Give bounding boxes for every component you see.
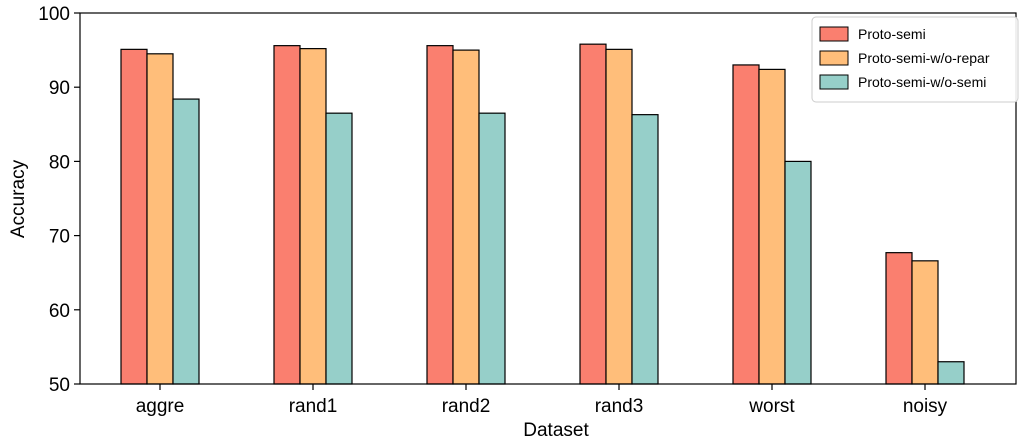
bar-rand1-2 — [299, 48, 327, 385]
x-tick-label-rand3: rand3 — [595, 396, 644, 417]
bar-aggre-2 — [146, 53, 174, 385]
bar-rand3-1 — [579, 43, 607, 385]
legend-box — [811, 16, 1019, 103]
x-tick-label-noisy: noisy — [903, 396, 948, 417]
bar-noisy-1 — [885, 252, 913, 385]
bar-noisy-2 — [911, 260, 939, 385]
bar-aggre-3 — [172, 98, 200, 385]
bar-rand3-2 — [605, 48, 633, 385]
bar-rand2-1 — [426, 45, 454, 385]
legend-label-2: Proto-semi-w/o-repar — [858, 50, 990, 66]
x-tick-label-rand2: rand2 — [442, 396, 491, 417]
y-tick-label: 80 — [49, 152, 70, 173]
bar-rand3-3 — [631, 114, 659, 385]
bar-worst-1 — [732, 64, 760, 385]
y-tick-label: 60 — [49, 301, 70, 322]
legend-swatch-3 — [819, 74, 849, 90]
bars-layer — [120, 43, 965, 385]
x-tick-label-aggre: aggre — [136, 396, 185, 417]
bar-worst-3 — [784, 160, 812, 385]
bar-rand1-1 — [273, 45, 301, 385]
plot-frame — [79, 12, 1017, 385]
y-axis-title: Accuracy — [8, 159, 29, 238]
y-tick-label: 50 — [49, 375, 70, 396]
bar-rand2-2 — [452, 49, 480, 385]
x-tick-label-rand1: rand1 — [289, 396, 338, 417]
bar-rand2-3 — [478, 112, 506, 385]
bar-noisy-3 — [937, 361, 965, 385]
bar-rand1-3 — [325, 112, 353, 385]
legend-label-1: Proto-semi — [858, 26, 926, 42]
x-tick-label-worst: worst — [748, 396, 795, 417]
legend-label-3: Proto-semi-w/o-semi — [858, 74, 986, 90]
legend-swatch-2 — [819, 50, 849, 66]
legend-swatch-1 — [819, 26, 849, 42]
y-tick-label: 100 — [38, 4, 70, 25]
legend: Proto-semi Proto-semi-w/o-repar Proto-semi… — [811, 16, 1019, 103]
bar-worst-2 — [758, 68, 786, 385]
bar-aggre-1 — [120, 48, 148, 385]
axes-layer: 50 60 70 80 90 100 aggre rand1 rand2 rand3 worst no… — [38, 4, 1017, 417]
x-axis-title: Dataset — [523, 420, 589, 439]
y-tick-label: 70 — [49, 227, 70, 248]
y-tick-label: 90 — [49, 78, 70, 99]
